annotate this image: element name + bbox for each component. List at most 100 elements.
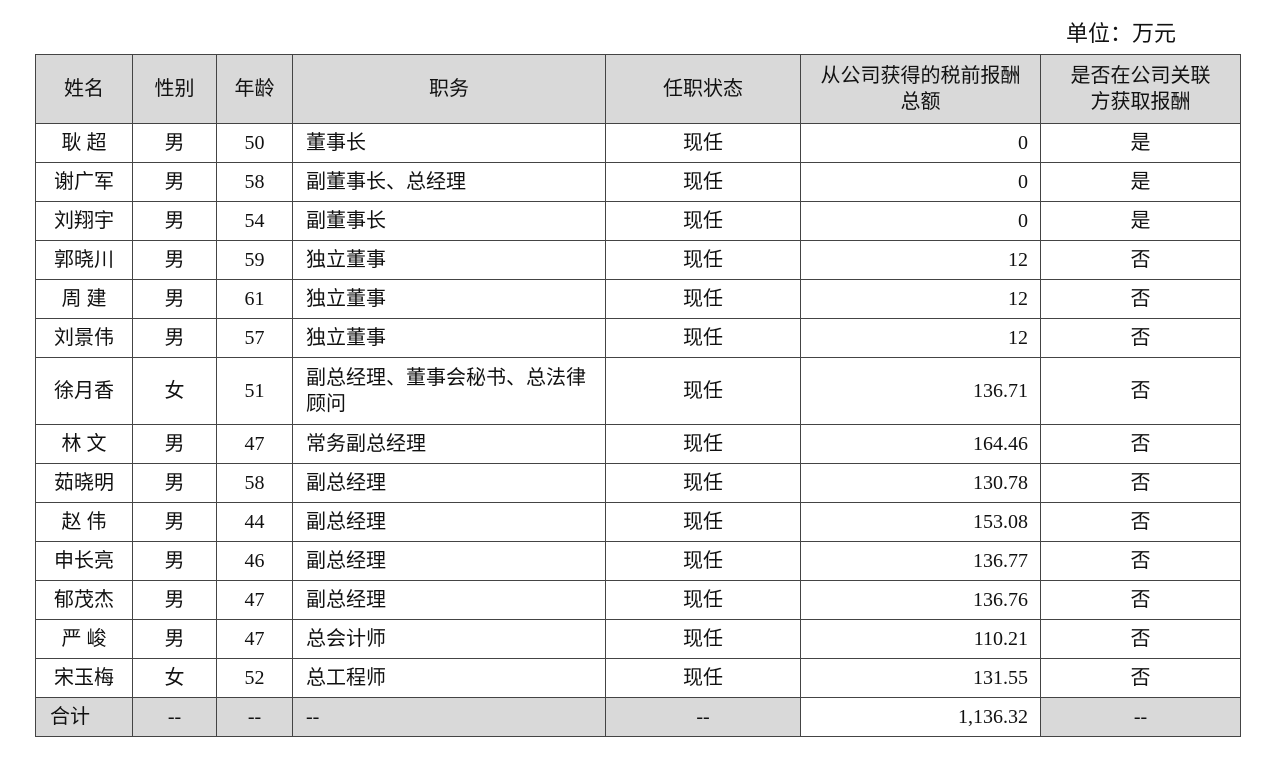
cell-related: -- [1040,697,1241,737]
cell-age: 47 [216,580,293,620]
cell-duty: 副总经理、董事会秘书、总法律顾问 [292,357,606,425]
table-row: 宋玉梅女 52 总工程师 现任 131.55 否 [35,658,1241,698]
cell-status: 现任 [605,357,801,425]
cell-pay: 0 [800,123,1041,163]
cell-pay: 0 [800,162,1041,202]
cell-related: 否 [1040,424,1241,464]
cell-related: 否 [1040,541,1241,581]
cell-pay: 153.08 [800,502,1041,542]
cell-name: 郁茂杰 [35,580,133,620]
header-age: 年龄 [216,54,293,124]
cell-gender: 男 [132,240,217,280]
cell-name: 合计 [35,697,133,737]
cell-pay: 12 [800,279,1041,319]
cell-related: 是 [1040,201,1241,241]
cell-duty: 总工程师 [292,658,606,698]
cell-gender: 男 [132,580,217,620]
cell-age: -- [216,697,293,737]
cell-age: 54 [216,201,293,241]
cell-pay: 12 [800,318,1041,358]
cell-name: 赵 伟 [35,502,133,542]
cell-name: 申长亮 [35,541,133,581]
cell-gender: 男 [132,318,217,358]
cell-status: 现任 [605,279,801,319]
header-status: 任职状态 [605,54,801,124]
cell-name: 谢广军 [35,162,133,202]
cell-gender: 男 [132,502,217,542]
cell-duty: 副总经理 [292,541,606,581]
cell-gender: 男 [132,424,217,464]
header-gender: 性别 [132,54,217,124]
cell-status: 现任 [605,162,801,202]
total-row: 合计 -- -- -- -- 1,136.32 -- [35,697,1241,737]
cell-age: 44 [216,502,293,542]
cell-duty: 副总经理 [292,502,606,542]
cell-gender: 男 [132,123,217,163]
table-row: 谢广军男 58 副董事长、总经理 现任 0 是 [35,162,1241,202]
cell-status: -- [605,697,801,737]
cell-duty: -- [292,697,606,737]
cell-duty: 副总经理 [292,463,606,503]
header-duty: 职务 [292,54,606,124]
cell-duty: 副总经理 [292,580,606,620]
cell-pay: 12 [800,240,1041,280]
cell-pay: 164.46 [800,424,1041,464]
cell-age: 57 [216,318,293,358]
header-row: 姓名 性别 年龄 职务 任职状态 从公司获得的税前报酬总额 是否在公司关联方获取… [35,54,1241,124]
table-row: 郭晓川男 59 独立董事 现任 12 否 [35,240,1241,280]
cell-related: 否 [1040,463,1241,503]
table-row: 严 峻男 47 总会计师 现任 110.21 否 [35,619,1241,659]
cell-status: 现任 [605,463,801,503]
cell-duty: 独立董事 [292,240,606,280]
cell-status: 现任 [605,502,801,542]
cell-duty: 独立董事 [292,318,606,358]
cell-related: 否 [1040,318,1241,358]
cell-related: 否 [1040,580,1241,620]
cell-gender: -- [132,697,217,737]
cell-status: 现任 [605,580,801,620]
header-pay: 从公司获得的税前报酬总额 [800,54,1041,124]
cell-pay: 110.21 [800,619,1041,659]
cell-age: 51 [216,357,293,425]
cell-duty: 常务副总经理 [292,424,606,464]
cell-age: 50 [216,123,293,163]
cell-duty: 独立董事 [292,279,606,319]
cell-age: 59 [216,240,293,280]
cell-name: 郭晓川 [35,240,133,280]
cell-age: 52 [216,658,293,698]
cell-pay: 1,136.32 [800,697,1041,737]
table-row: 刘景伟男 57 独立董事 现任 12 否 [35,318,1241,358]
cell-gender: 男 [132,162,217,202]
cell-pay: 130.78 [800,463,1041,503]
cell-gender: 男 [132,619,217,659]
cell-status: 现任 [605,541,801,581]
cell-name: 严 峻 [35,619,133,659]
cell-duty: 董事长 [292,123,606,163]
cell-pay: 136.76 [800,580,1041,620]
cell-gender: 男 [132,201,217,241]
table-row: 耿 超男 50 董事长 现任 0 是 [35,123,1241,163]
cell-gender: 男 [132,463,217,503]
table-row: 徐月香女 51 副总经理、董事会秘书、总法律顾问 现任 136.71 否 [35,357,1241,425]
cell-age: 61 [216,279,293,319]
table-row: 刘翔宇男 54 副董事长 现任 0 是 [35,201,1241,241]
cell-gender: 女 [132,357,217,425]
compensation-table: 姓名 性别 年龄 职务 任职状态 从公司获得的税前报酬总额 是否在公司关联方获取… [35,54,1241,737]
cell-age: 47 [216,619,293,659]
cell-name: 宋玉梅 [35,658,133,698]
header-related: 是否在公司关联方获取报酬 [1040,54,1241,124]
table-row: 郁茂杰男 47 副总经理 现任 136.76 否 [35,580,1241,620]
cell-gender: 女 [132,658,217,698]
cell-pay: 0 [800,201,1041,241]
cell-status: 现任 [605,424,801,464]
cell-related: 否 [1040,357,1241,425]
cell-related: 是 [1040,123,1241,163]
cell-status: 现任 [605,619,801,659]
table-row: 申长亮男 46 副总经理 现任 136.77 否 [35,541,1241,581]
cell-pay: 131.55 [800,658,1041,698]
cell-related: 否 [1040,240,1241,280]
cell-related: 是 [1040,162,1241,202]
cell-name: 刘景伟 [35,318,133,358]
cell-pay: 136.71 [800,357,1041,425]
cell-age: 46 [216,541,293,581]
